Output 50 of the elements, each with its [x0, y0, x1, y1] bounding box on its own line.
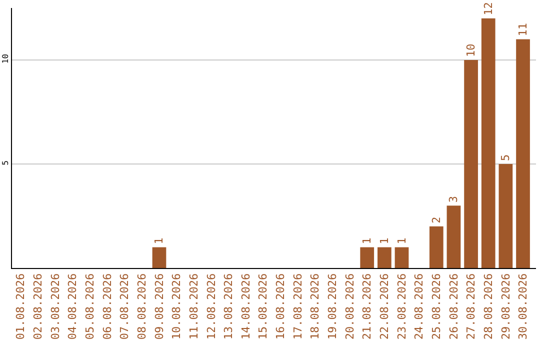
x-tick-label: 27.08.2026 [464, 273, 478, 340]
data-label: 5 [499, 154, 512, 161]
bar [464, 60, 478, 268]
data-label: 11 [516, 22, 530, 36]
bar [516, 39, 530, 268]
x-tick-label: 14.08.2026 [239, 273, 252, 340]
x-tick-label: 01.08.2026 [14, 273, 28, 340]
bar [394, 247, 409, 268]
data-label: 1 [395, 238, 408, 244]
x-tick-label: 05.08.2026 [84, 273, 97, 340]
bar [378, 247, 392, 268]
x-tick-label: 06.08.2026 [100, 273, 114, 340]
x-tick-label: 28.08.2026 [482, 273, 495, 340]
x-tick-label: 19.08.2026 [326, 273, 340, 340]
x-tick-label: 11.08.2026 [187, 273, 200, 340]
x-tick-label: 03.08.2026 [48, 273, 62, 340]
x-tick-label: 13.08.2026 [222, 273, 236, 340]
x-tick-label: 16.08.2026 [274, 273, 288, 340]
x-tick-label: 04.08.2026 [66, 273, 80, 340]
bar [429, 226, 444, 268]
x-tick-label: 09.08.2026 [152, 273, 166, 340]
x-tick-label: 02.08.2026 [32, 273, 45, 340]
x-tick-label: 23.08.2026 [395, 273, 408, 340]
x-tick-label: 12.08.2026 [204, 273, 218, 340]
data-label: 1 [378, 238, 391, 244]
x-tick-label: 30.08.2026 [516, 273, 530, 340]
bar [446, 206, 461, 268]
data-label: 2 [430, 216, 443, 224]
x-tick-label: 17.08.2026 [291, 273, 304, 340]
x-tick-label: 18.08.2026 [308, 273, 322, 340]
data-label: 12 [482, 2, 495, 16]
x-tick-label: 08.08.2026 [135, 273, 148, 340]
x-tick-label: 15.08.2026 [256, 273, 270, 340]
x-tick-label: 21.08.2026 [360, 273, 374, 340]
data-label: 10 [464, 44, 478, 57]
data-label: 1 [360, 238, 374, 244]
bar [498, 164, 513, 268]
x-tick-label: 10.08.2026 [170, 273, 184, 340]
data-label: 1 [152, 238, 166, 244]
bar [360, 247, 374, 268]
bar [481, 18, 496, 268]
data-label: 3 [447, 196, 460, 203]
x-tick-label: 22.08.2026 [378, 273, 392, 340]
bar [152, 247, 166, 268]
x-tick-label: 24.08.2026 [412, 273, 426, 340]
x-tick-label: 07.08.2026 [118, 273, 132, 340]
x-tick-label: 25.08.2026 [430, 273, 443, 340]
x-tick-label: 29.08.2026 [499, 273, 512, 340]
x-tick-label: 26.08.2026 [447, 273, 460, 340]
x-tick-label: 20.08.2026 [343, 273, 356, 340]
